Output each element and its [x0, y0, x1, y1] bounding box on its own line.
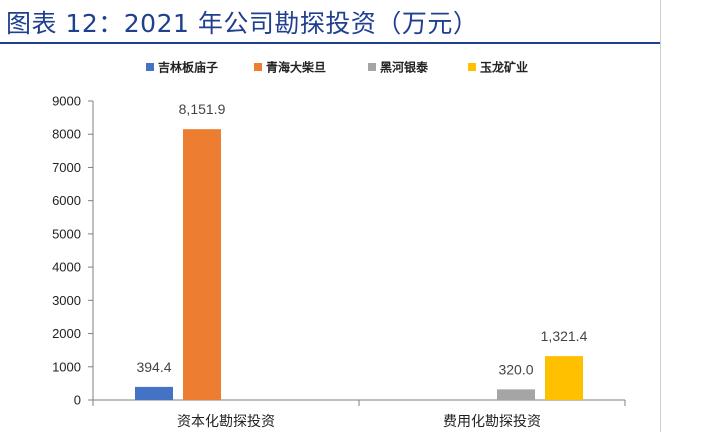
y-tick-label: 5000: [52, 226, 81, 241]
y-tick-label: 3000: [52, 293, 81, 308]
bar: [545, 356, 583, 400]
bar-series: [135, 129, 583, 400]
legend-label: 玉龙矿业: [480, 60, 528, 75]
legend: 吉林板庙子 青海大柴旦 黑河银泰 玉龙矿业: [146, 60, 528, 75]
y-tick-label: 0: [74, 393, 81, 408]
data-labels: 394.4 8,151.9 320.0 1,321.4: [136, 101, 587, 377]
x-axis: 资本化勘探投资 费用化勘探投资: [92, 399, 626, 430]
y-tick-label: 6000: [52, 193, 81, 208]
x-category-label: 资本化勘探投资: [177, 414, 275, 430]
x-category-label: 费用化勘探投资: [443, 414, 541, 430]
legend-swatch: [254, 63, 262, 71]
legend-swatch: [368, 63, 376, 71]
legend-label: 吉林板庙子: [158, 60, 218, 75]
y-axis: 0 1000 2000 3000 4000 5000 6000 7000 8000 9000: [52, 94, 94, 408]
y-tick-label: 8000: [52, 127, 81, 142]
bar: [497, 389, 535, 400]
y-tick-label: 7000: [52, 160, 81, 175]
data-label: 8,151.9: [179, 101, 226, 117]
legend-label: 黑河银泰: [380, 60, 429, 75]
data-label: 320.0: [498, 361, 533, 377]
legend-swatch: [146, 63, 154, 71]
legend-label: 青海大柴旦: [266, 60, 326, 75]
y-tick-label: 2000: [52, 326, 81, 341]
data-label: 1,321.4: [541, 328, 588, 344]
title-underline: [0, 42, 660, 44]
y-tick-label: 1000: [52, 359, 81, 374]
bar: [135, 386, 173, 400]
legend-swatch: [468, 63, 476, 71]
page-edge-rule: [660, 0, 661, 432]
figure-title: 图表 12：2021 年公司勘探投资（万元）: [6, 9, 479, 38]
bar: [183, 129, 221, 400]
y-tick-label: 9000: [52, 94, 81, 109]
y-tick-label: 4000: [52, 260, 81, 275]
data-label: 394.4: [136, 359, 171, 375]
